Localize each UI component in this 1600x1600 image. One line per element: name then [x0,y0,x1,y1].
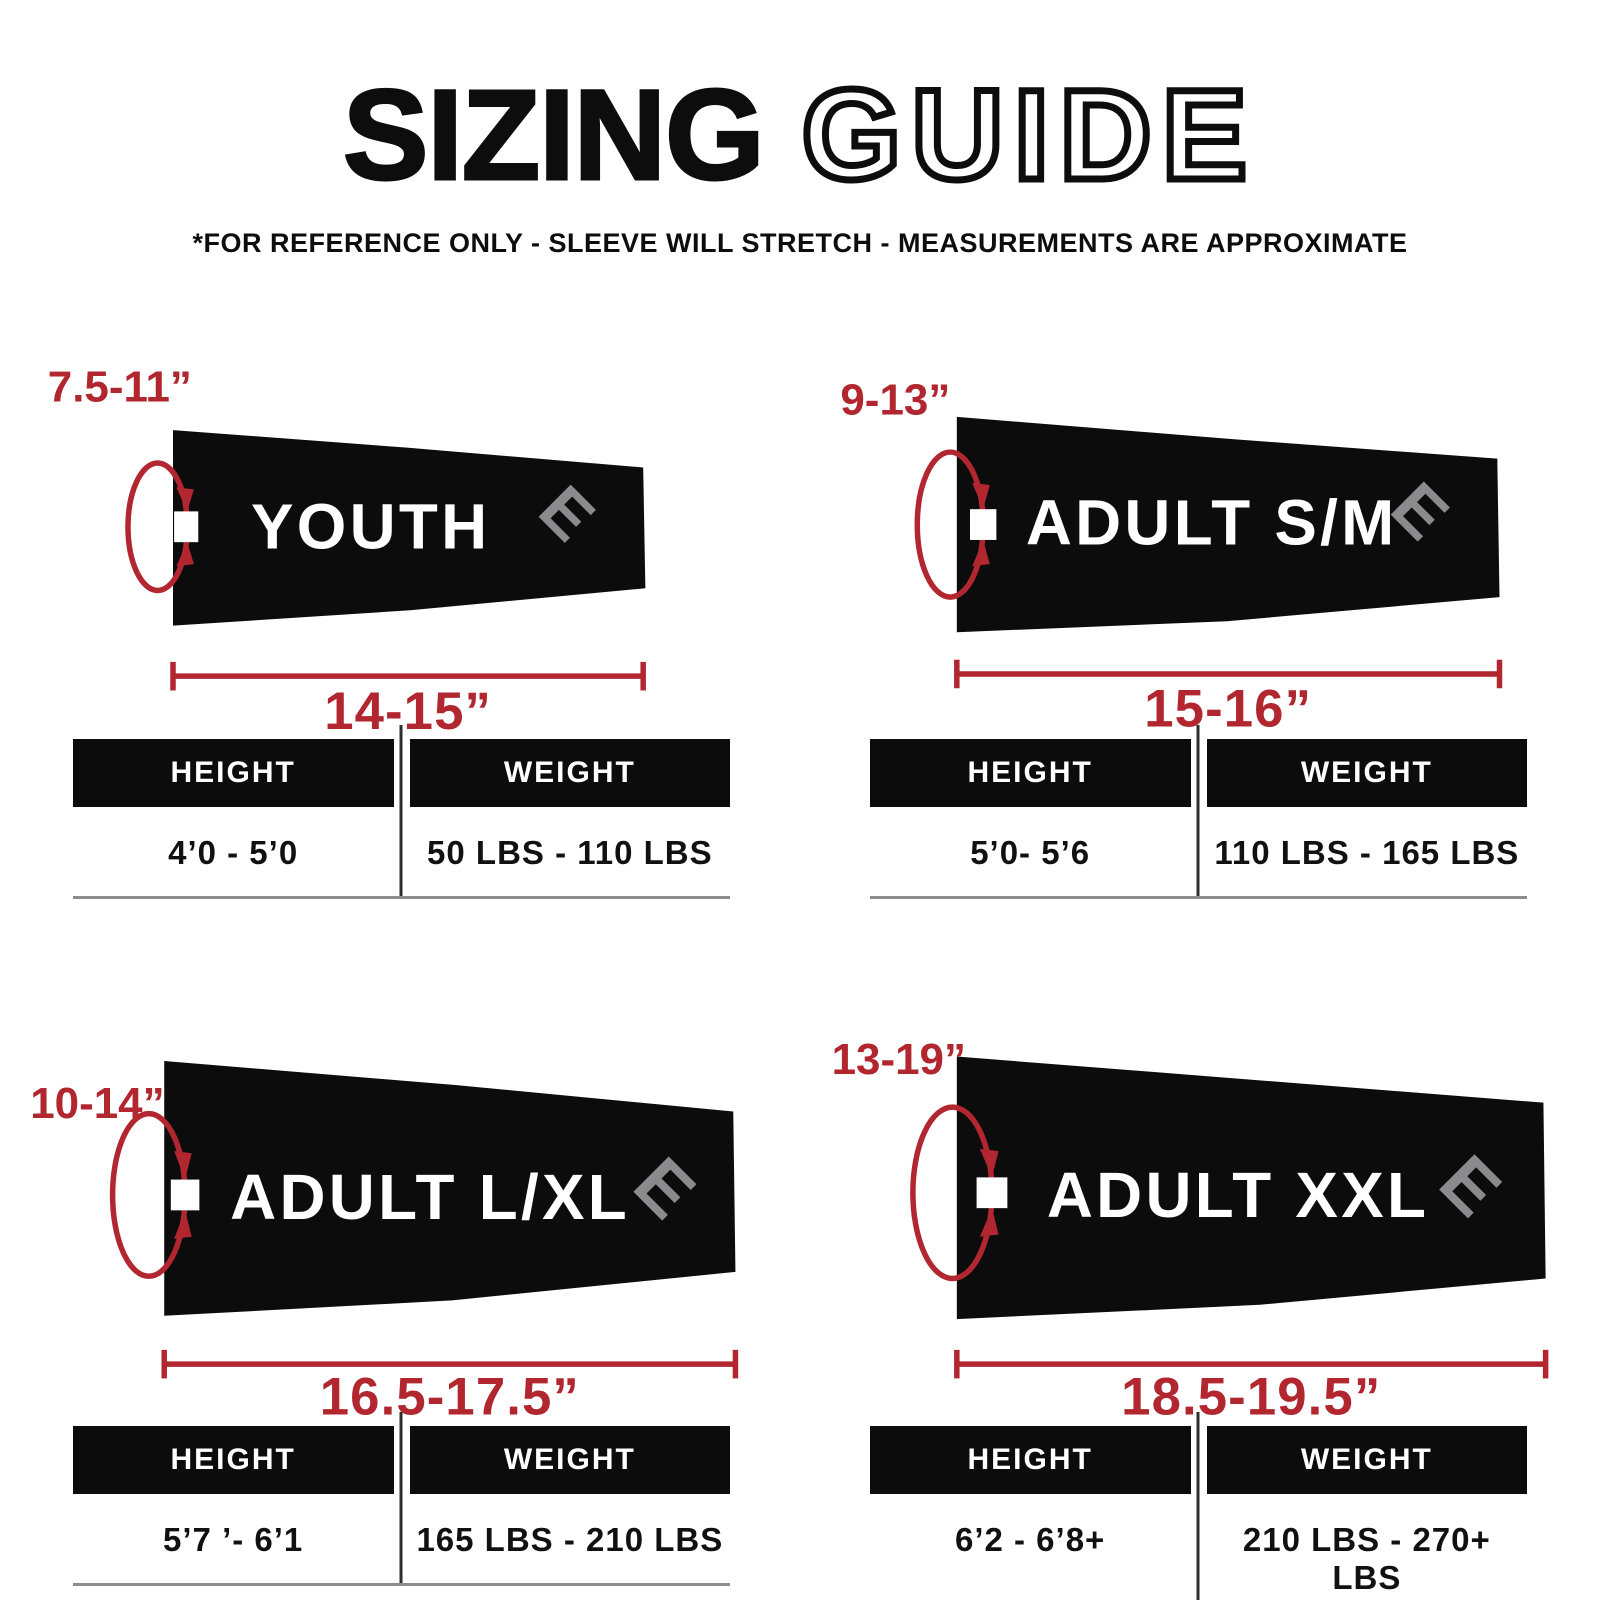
length-label: 15-16” [1144,680,1312,736]
arrow-down-icon [174,1151,192,1181]
size-table-adult-xxl: HEIGHT WEIGHT 6’2 - 6’8+ 210 LBS - 270+ … [869,1411,1528,1600]
sleeve-illustration-youth: 7.5-11” YOUTH E 14-15” [48,363,646,736]
height-header: HEIGHT [869,739,1191,808]
sleeve-name-label: ADULT L/XL [230,1162,630,1234]
height-header: HEIGHT [869,1425,1191,1494]
arrow-down-icon [972,482,990,510]
size-grid: 7.5-11” YOUTH E 14-15” [0,351,1600,1600]
column-divider [1196,725,1200,897]
weight-header: WEIGHT [409,739,731,808]
size-table-youth: HEIGHT WEIGHT 4’0 - 5’0 50 LBS - 110 LBS [72,725,731,900]
weight-value: 210 LBS - 270+ LBS [1242,1520,1491,1596]
size-card-adult-lxl: 10-14” ADULT L/XL E 16.5-17.5” [28,1017,775,1600]
size-card-adult-sm: 9-13” ADULT S/M E 15-16” [825,351,1572,900]
size-table-adult-sm: HEIGHT WEIGHT 5’0- 5’6 110 LBS - 165 LBS [869,725,1528,900]
title-solid-word: SIZING [341,64,766,207]
sleeve-name-label: YOUTH [251,491,490,563]
weight-header: WEIGHT [409,1425,731,1494]
circumference-label: 10-14” [30,1080,164,1129]
length-line [954,1350,1549,1379]
weight-value: 165 LBS - 210 LBS [416,1520,724,1558]
length-label: 16.5-17.5” [320,1368,580,1422]
size-card-youth: 7.5-11” YOUTH E 14-15” [28,351,775,900]
length-line [954,659,1503,689]
height-value: 6’2 - 6’8+ [954,1520,1106,1558]
height-value: 5’7 ’- 6’1 [163,1520,304,1558]
sleeve-name-label: ADULT XXL [1047,1159,1429,1231]
circumference-ellipse [125,460,199,594]
weight-value: 110 LBS - 165 LBS [1214,834,1520,872]
arrow-up-icon [979,1208,999,1238]
circumference-label: 7.5-11” [48,363,192,412]
table-header-row: HEIGHT WEIGHT [72,739,731,808]
circumference-ellipse [910,1104,1008,1282]
arrow-up-icon [176,542,194,567]
sleeve-shape [956,416,1500,633]
weight-header: WEIGHT [1206,739,1528,808]
circumference-label: 13-19” [832,1036,966,1085]
sleeve-shape [173,430,646,626]
arrow-up-icon [174,1210,192,1240]
sleeve-illustration-adult-sm: 9-13” ADULT S/M E 15-16” [840,376,1503,736]
weight-value: 50 LBS - 110 LBS [427,834,713,872]
page-title: SIZING GUIDE [0,64,1600,207]
table-value-row: 4’0 - 5’0 50 LBS - 110 LBS [73,807,730,896]
circumference-ellipse [914,449,997,600]
length-label: 18.5-19.5” [1121,1368,1381,1422]
title-outline-word: GUIDE [798,64,1258,207]
length-line [170,661,646,691]
height-value: 4’0 - 5’0 [168,834,299,872]
sleeve-name-label: ADULT S/M [1026,486,1398,558]
sleeve-shape [164,1061,736,1317]
disclaimer-text: *FOR REFERENCE ONLY - SLEEVE WILL STRETC… [192,228,1408,258]
table-header-row: HEIGHT WEIGHT [869,1425,1528,1494]
weight-header: WEIGHT [1206,1425,1528,1494]
height-header: HEIGHT [72,1425,394,1494]
sleeve-illustration-adult-lxl: 10-14” ADULT L/XL E 16.5-17.5” [30,1061,739,1422]
arrow-down-icon [176,487,194,512]
table-header-row: HEIGHT WEIGHT [869,739,1528,808]
sleeve-shape [956,1057,1546,1320]
length-label: 14-15” [324,682,492,736]
circumference-ellipse [109,1111,200,1280]
column-divider [399,725,403,897]
sleeve-illustration-adult-xxl: 13-19” ADULT XXL E 18.5-19.5” [832,1036,1549,1422]
size-card-adult-xxl: 13-19” ADULT XXL E 18.5-19.5” [825,1017,1572,1600]
size-table-adult-lxl: HEIGHT WEIGHT 5’7 ’- 6’1 165 LBS - 210 L… [72,1411,731,1586]
table-value-row: 6’2 - 6’8+ 210 LBS - 270+ LBS [870,1494,1527,1600]
height-header: HEIGHT [72,739,394,808]
column-divider [1196,1411,1200,1600]
table-value-row: 5’7 ’- 6’1 165 LBS - 210 LBS [73,1494,730,1583]
table-value-row: 5’0- 5’6 110 LBS - 165 LBS [870,807,1527,896]
length-line [161,1350,739,1379]
height-value: 5’0- 5’6 [970,834,1091,872]
arrow-down-icon [979,1149,999,1178]
column-divider [399,1411,403,1583]
page-header: SIZING GUIDE *FOR REFERENCE ONLY - SLEEVE… [0,0,1600,259]
circumference-label: 9-13” [840,376,950,425]
arrow-up-icon [972,539,990,567]
table-header-row: HEIGHT WEIGHT [72,1425,731,1494]
